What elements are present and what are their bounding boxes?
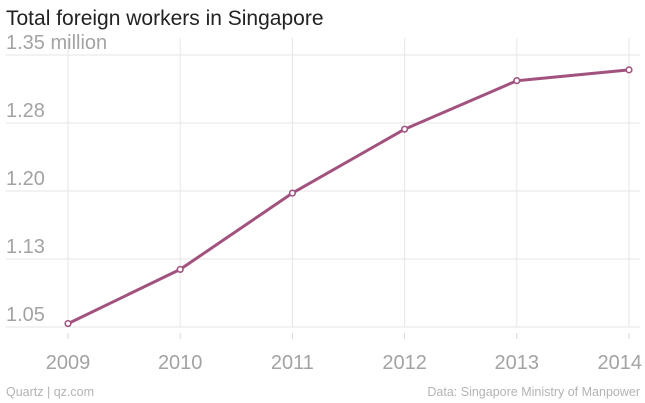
data-point: [513, 77, 521, 85]
series-line: [66, 68, 631, 326]
data-point: [64, 319, 72, 328]
x-tick-label: 2012: [382, 352, 427, 374]
data-point: [288, 189, 297, 197]
data-point: [625, 66, 633, 74]
x-tick-label: 2009: [46, 352, 91, 374]
y-tick-label: 1.05: [6, 304, 45, 326]
x-tick-label: 2013: [495, 352, 540, 374]
y-tick-label: 1.28: [6, 100, 45, 122]
y-axis-ticks: 1.05 1.13 1.20 1.28 1.35 million: [6, 32, 107, 326]
x-axis-ticks: 2009 2010 2011 2012 2013 2014: [46, 333, 642, 374]
gridlines: [6, 38, 640, 328]
data-point: [176, 265, 184, 274]
y-tick-label: 1.13: [6, 236, 45, 258]
chart-title: Total foreign workers in Singapore: [6, 7, 324, 30]
x-tick-label: 2011: [271, 352, 314, 374]
series-layer: [64, 66, 633, 328]
footer-source-left: Quartz | qz.com: [6, 385, 94, 399]
data-point: [401, 125, 409, 133]
y-tick-label: 1.35 million: [6, 32, 107, 54]
y-tick-label: 1.20: [6, 168, 45, 190]
x-tick-label: 2014: [598, 352, 643, 374]
footer-source-right: Data: Singapore Ministry of Manpower: [427, 385, 640, 399]
x-tick-label: 2010: [158, 352, 203, 374]
